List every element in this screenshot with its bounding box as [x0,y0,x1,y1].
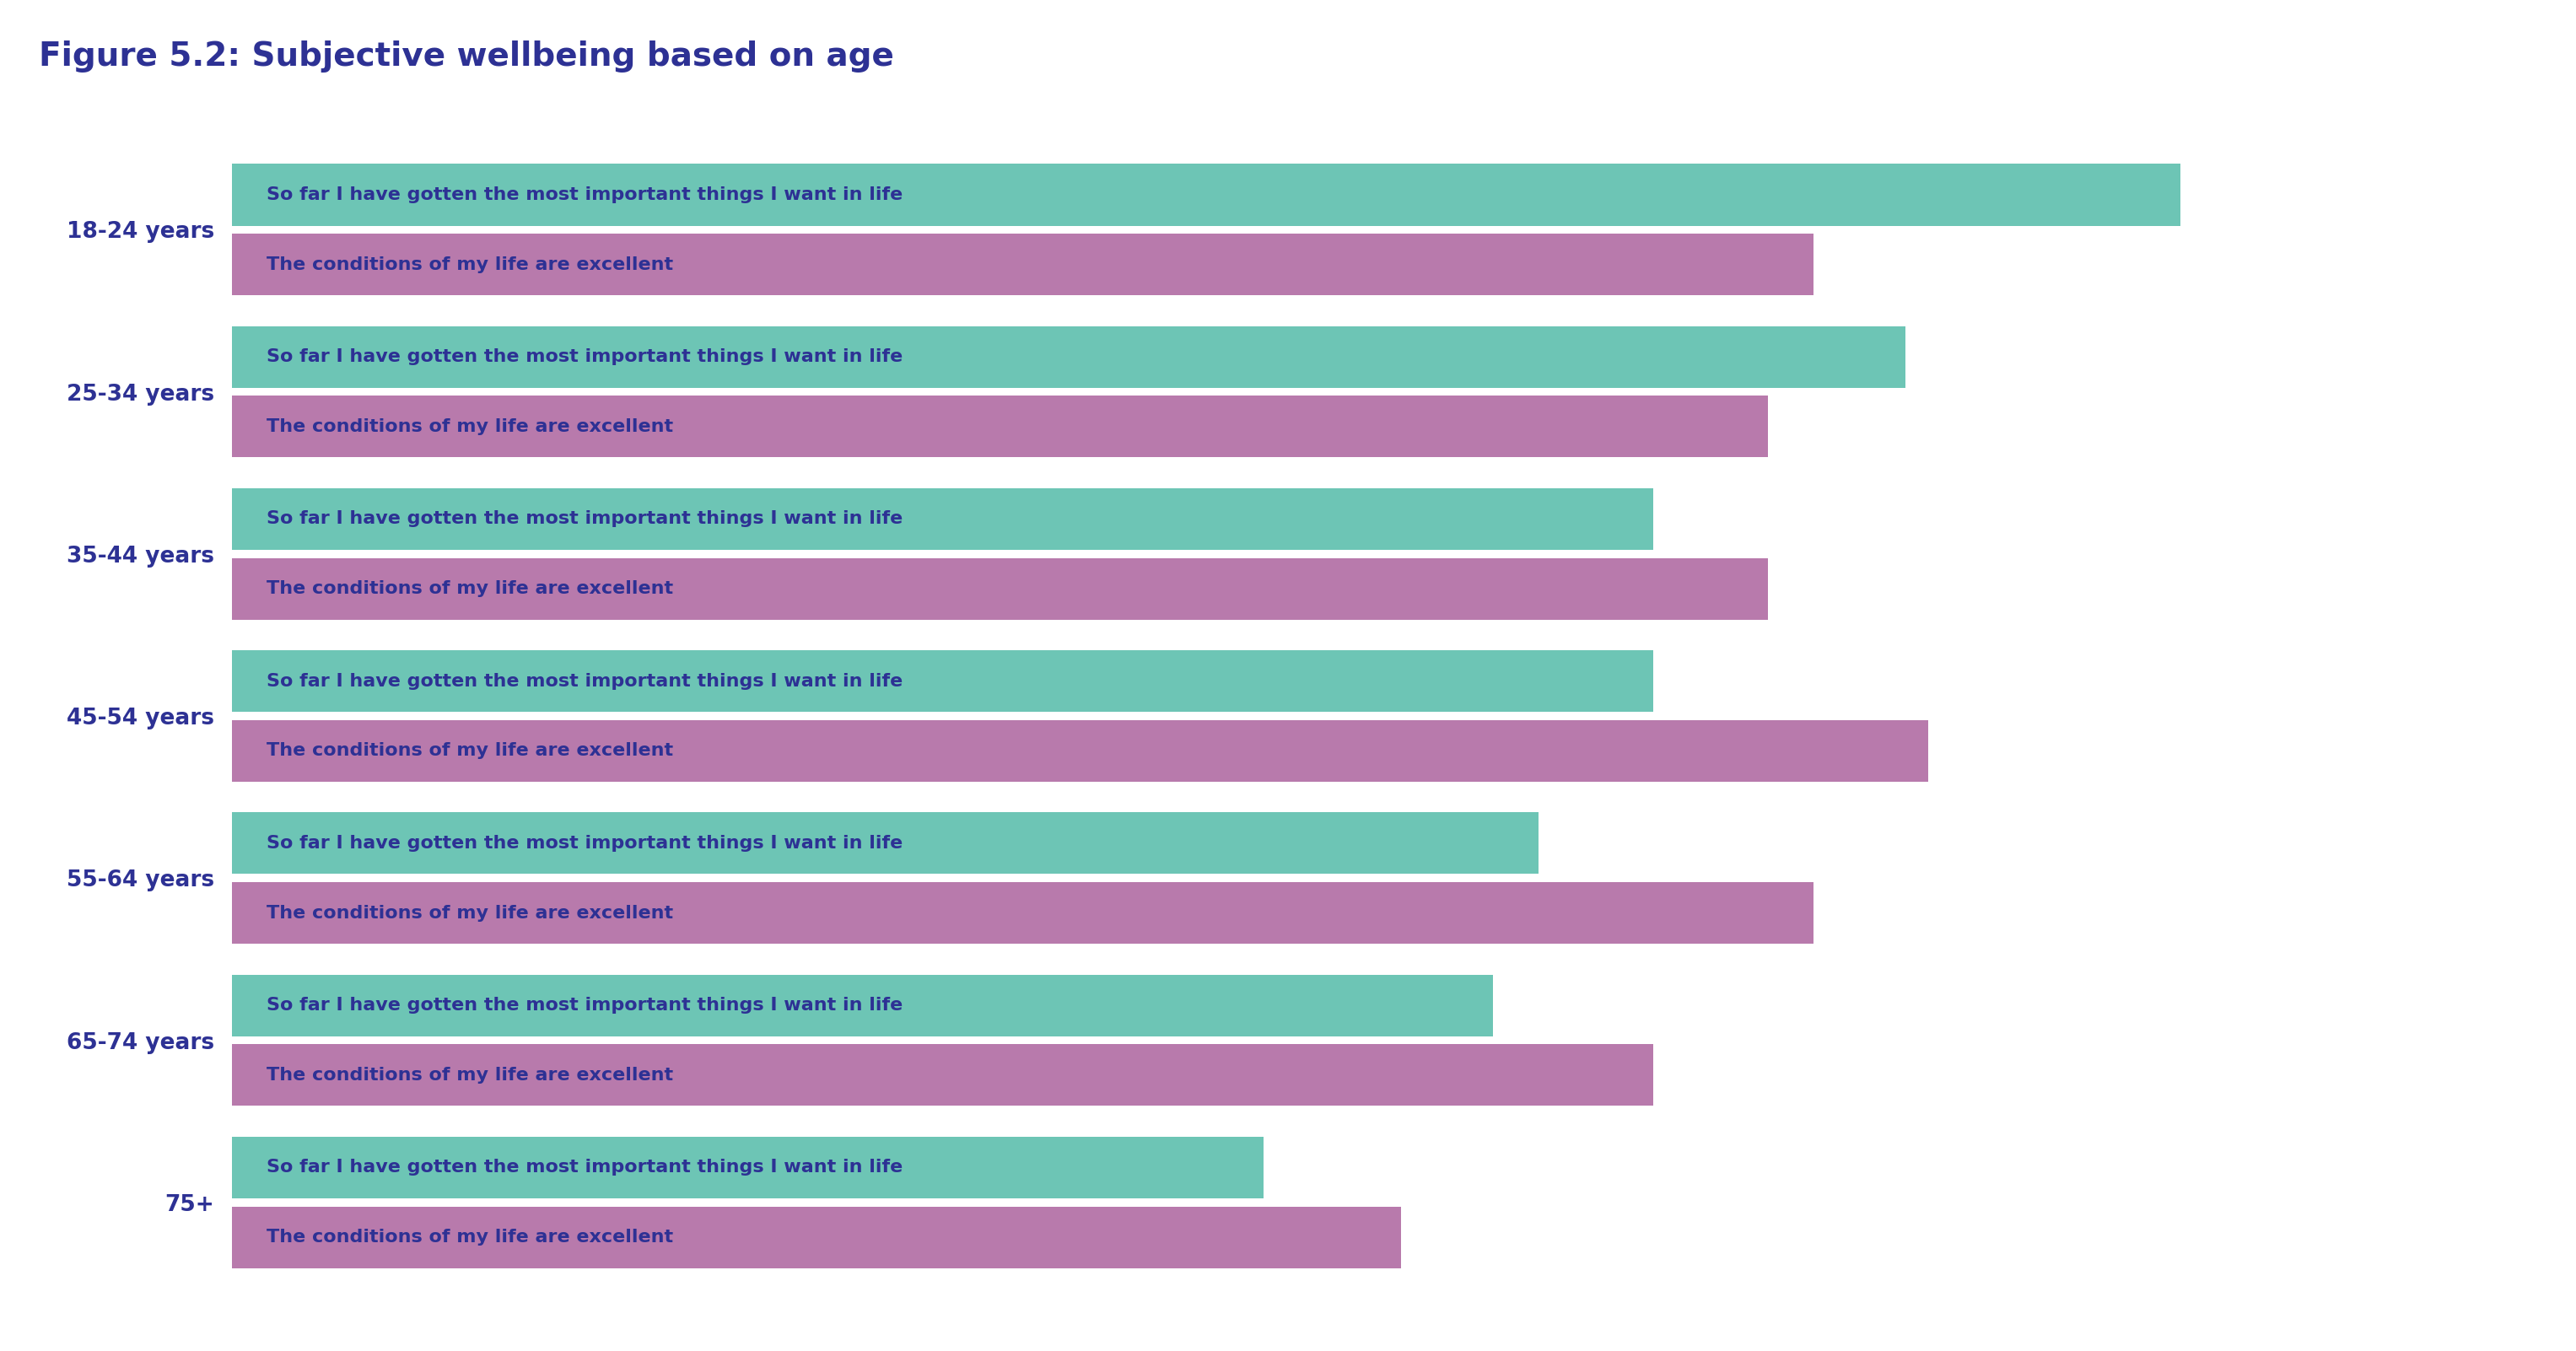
Text: The conditions of my life are excellent: The conditions of my life are excellent [265,743,672,759]
Text: The conditions of my life are excellent: The conditions of my life are excellent [265,1229,672,1246]
Text: The conditions of my life are excellent: The conditions of my life are excellent [265,905,672,921]
Text: So far I have gotten the most important things I want in life: So far I have gotten the most important … [265,349,902,365]
Bar [232,326,1906,388]
Bar [232,1044,1654,1106]
Text: So far I have gotten the most important things I want in life: So far I have gotten the most important … [265,186,902,203]
Text: The conditions of my life are excellent: The conditions of my life are excellent [265,419,672,435]
Text: So far I have gotten the most important things I want in life: So far I have gotten the most important … [265,835,902,851]
Bar [232,1206,1401,1269]
Text: The conditions of my life are excellent: The conditions of my life are excellent [265,1067,672,1084]
Text: So far I have gotten the most important things I want in life: So far I have gotten the most important … [265,997,902,1013]
Text: The conditions of my life are excellent: The conditions of my life are excellent [265,257,672,273]
Text: So far I have gotten the most important things I want in life: So far I have gotten the most important … [265,1159,902,1175]
Bar [232,974,1494,1036]
Bar [232,396,1767,458]
Bar [232,234,1814,296]
Bar [232,163,2179,226]
Text: The conditions of my life are excellent: The conditions of my life are excellent [265,581,672,597]
Bar [232,488,1654,550]
Bar [232,558,1767,620]
Bar [232,812,1538,874]
Text: So far I have gotten the most important things I want in life: So far I have gotten the most important … [265,511,902,527]
Text: So far I have gotten the most important things I want in life: So far I have gotten the most important … [265,673,902,689]
Bar [232,1136,1265,1198]
Bar [232,720,1929,782]
Bar [232,882,1814,944]
Text: Figure 5.2: Subjective wellbeing based on age: Figure 5.2: Subjective wellbeing based o… [39,41,894,73]
Bar [232,650,1654,712]
